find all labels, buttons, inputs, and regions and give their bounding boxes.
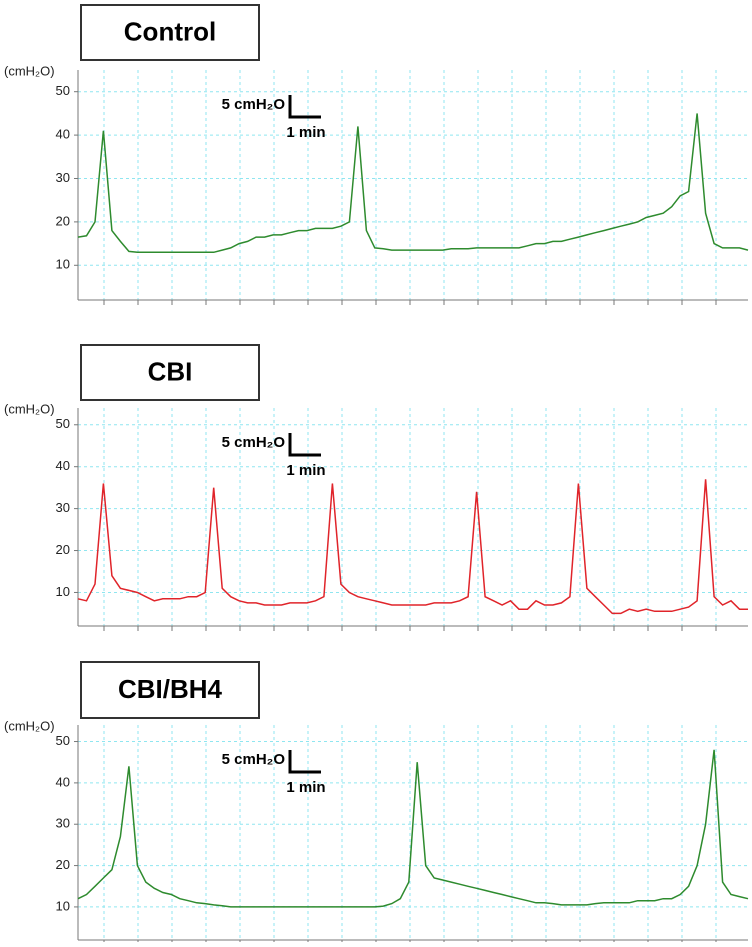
y-tick-label: 50: [56, 83, 70, 98]
y-axis-label: (cmH₂O): [4, 718, 55, 733]
trace: [77, 479, 748, 615]
y-axis-label: (cmH₂O): [4, 401, 55, 416]
panel-title: CBI: [148, 356, 193, 386]
scale-bar-x-label: 1 min: [286, 124, 325, 141]
trace: [77, 113, 749, 254]
y-tick-label: 30: [56, 170, 70, 185]
y-tick-label: 20: [56, 542, 70, 557]
scale-bar-y-label: 5 cmH₂O: [222, 96, 286, 113]
y-tick-label: 30: [56, 500, 70, 515]
y-tick-label: 50: [56, 733, 70, 748]
y-tick-label: 40: [56, 127, 70, 142]
y-tick-label: 20: [56, 213, 70, 228]
scale-bar-y-label: 5 cmH₂O: [222, 751, 286, 768]
scale-bar-x-label: 1 min: [286, 462, 325, 479]
y-tick-label: 40: [56, 774, 70, 789]
scale-bar: [288, 95, 321, 119]
scale-bar: [288, 750, 321, 774]
trace: [77, 749, 749, 908]
y-tick-label: 10: [56, 898, 70, 913]
y-tick-label: 50: [56, 416, 70, 431]
scale-bar-y-label: 5 cmH₂O: [222, 434, 286, 451]
y-tick-label: 30: [56, 816, 70, 831]
title-box: [80, 344, 260, 401]
scale-bar-x-label: 1 min: [286, 779, 325, 796]
y-tick-label: 20: [56, 857, 70, 872]
y-tick-label: 10: [56, 257, 70, 272]
panel-title: Control: [124, 16, 216, 46]
scale-bar: [288, 433, 321, 457]
y-tick-label: 10: [56, 584, 70, 599]
panel-title: CBI/BH4: [118, 674, 223, 704]
title-box: [80, 661, 260, 719]
title-box: [80, 4, 260, 61]
y-axis-label: (cmH₂O): [4, 63, 55, 78]
y-tick-label: 40: [56, 458, 70, 473]
